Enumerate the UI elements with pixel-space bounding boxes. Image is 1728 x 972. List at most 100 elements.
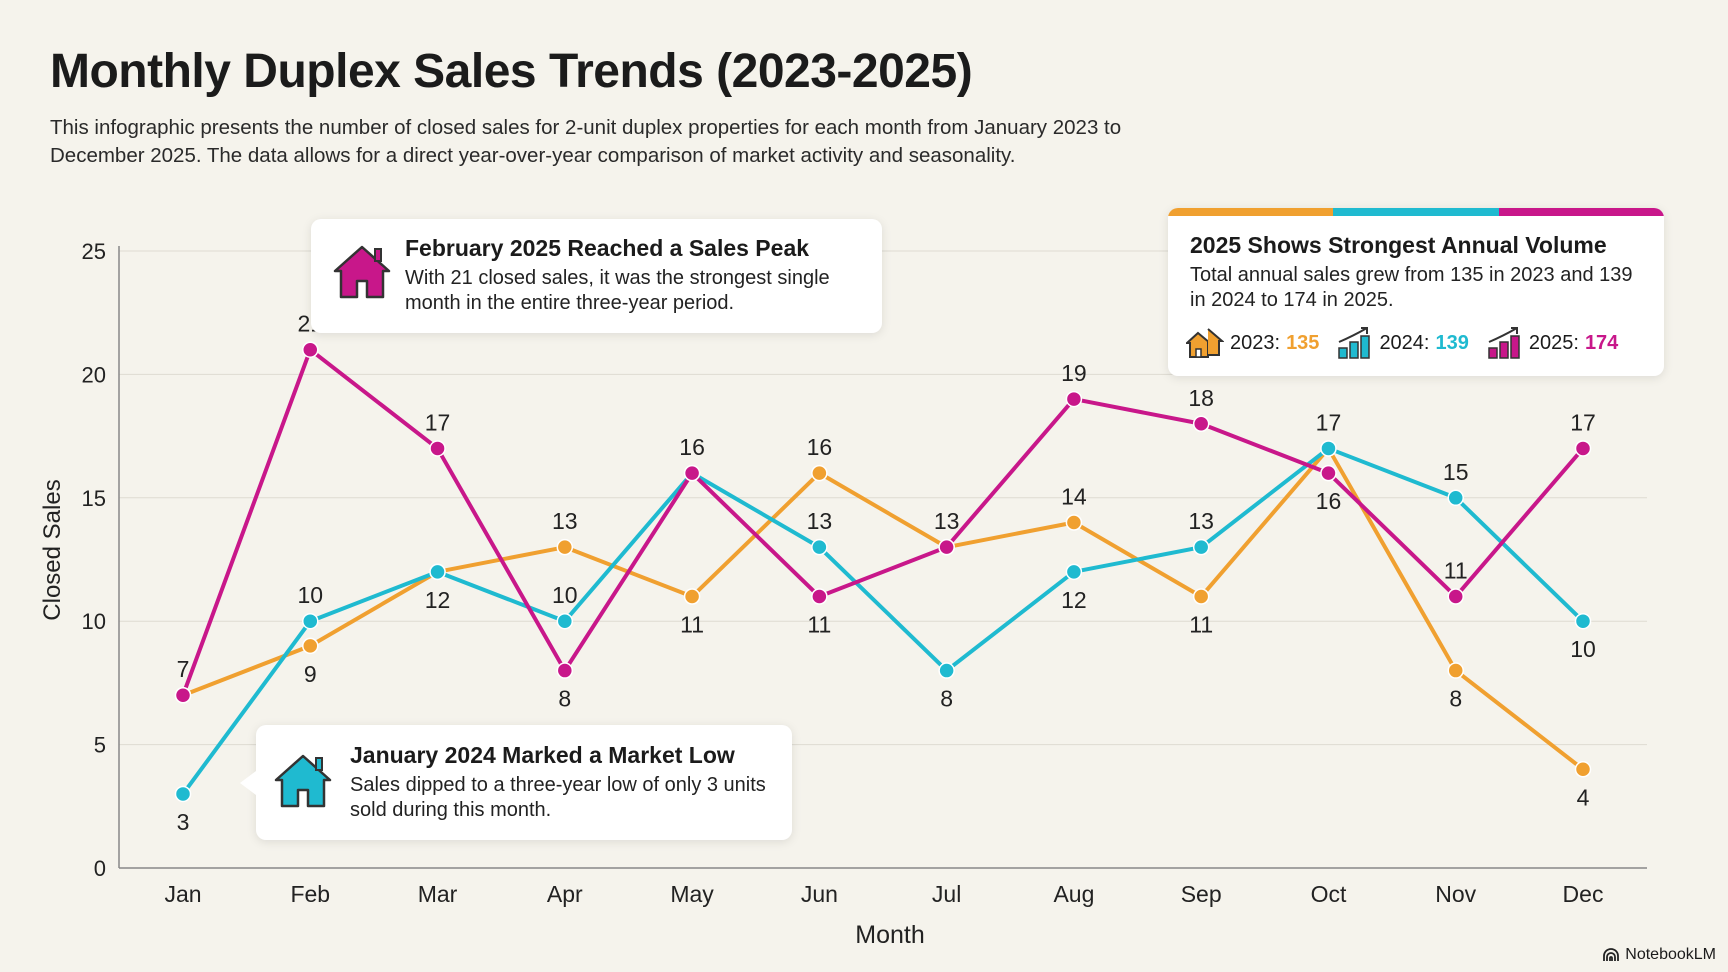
data-label-2025: 11 bbox=[807, 612, 831, 638]
data-point-2025 bbox=[556, 662, 574, 679]
bar-chart-up-icon bbox=[1338, 327, 1371, 359]
x-tick-label: Jan bbox=[164, 881, 201, 907]
total-2024-value: 139 bbox=[1435, 331, 1469, 354]
x-tick-label: Dec bbox=[1563, 881, 1604, 907]
data-point-2023 bbox=[683, 588, 701, 605]
x-tick-label: Aug bbox=[1053, 881, 1094, 907]
data-point-2025 bbox=[1065, 390, 1083, 408]
data-point-2025 bbox=[1447, 588, 1464, 605]
callout-low-body: Sales dipped to a three-year low of only… bbox=[350, 774, 766, 821]
total-2023-label: 2023: bbox=[1230, 331, 1281, 354]
x-tick-label: Jun bbox=[801, 881, 838, 907]
data-point-2023 bbox=[1447, 662, 1464, 679]
data-point-2025 bbox=[938, 538, 955, 556]
callout-annual-volume: 2025 Shows Strongest Annual Volume Total… bbox=[1168, 208, 1664, 376]
data-point-2025 bbox=[1574, 440, 1592, 457]
y-axis-label: Closed Sales bbox=[39, 479, 66, 620]
y-tick-label: 5 bbox=[94, 733, 106, 758]
data-label-2023: 16 bbox=[807, 434, 833, 460]
series-line-2025 bbox=[181, 347, 1585, 696]
total-2024: 2024: 139 bbox=[1337, 326, 1469, 360]
bar-chart-up-icon bbox=[1488, 327, 1520, 359]
data-label-2023: 11 bbox=[680, 612, 704, 638]
data-label-2023: 17 bbox=[1316, 409, 1342, 435]
data-label-2025: 19 bbox=[1061, 360, 1087, 386]
data-point-2024 bbox=[174, 785, 192, 803]
data-label-2024: 10 bbox=[297, 582, 323, 608]
data-label-2023: 14 bbox=[1061, 483, 1087, 509]
y-tick-label: 15 bbox=[82, 486, 106, 511]
data-point-2024 bbox=[1192, 538, 1210, 556]
data-point-2024 bbox=[811, 538, 828, 556]
data-point-2023 bbox=[302, 637, 319, 655]
callout-peak-body: With 21 closed sales, it was the stronge… bbox=[405, 267, 830, 314]
data-label-2025: 16 bbox=[1316, 488, 1342, 514]
data-point-2024 bbox=[1574, 612, 1592, 630]
data-point-2024 bbox=[302, 612, 319, 630]
data-point-2023 bbox=[1192, 588, 1210, 605]
series-line-2024 bbox=[181, 446, 1585, 796]
data-label-2023: 11 bbox=[1189, 612, 1213, 638]
data-point-2025 bbox=[1320, 464, 1337, 482]
data-label-2023: 8 bbox=[1449, 686, 1462, 712]
x-tick-label: Nov bbox=[1435, 881, 1476, 907]
data-label-2023: 4 bbox=[1577, 784, 1590, 810]
data-point-2025 bbox=[811, 588, 828, 605]
callout-peak-title: February 2025 Reached a Sales Peak bbox=[405, 235, 810, 261]
x-tick-label: Jul bbox=[932, 881, 961, 907]
data-label-2023: 12 bbox=[425, 587, 451, 613]
series-lines bbox=[174, 341, 1592, 803]
x-tick-label: Feb bbox=[290, 881, 330, 907]
house-icon bbox=[274, 754, 332, 808]
total-2023: 2023: 135 bbox=[1186, 327, 1319, 359]
data-point-2025 bbox=[1192, 415, 1210, 433]
x-tick-label: Sep bbox=[1181, 881, 1222, 907]
total-2023-value: 135 bbox=[1286, 331, 1320, 354]
data-label-2024: 10 bbox=[1570, 636, 1596, 662]
brand-label: NotebookLM bbox=[1625, 946, 1716, 963]
x-tick-label: Apr bbox=[547, 881, 583, 907]
data-label-2023: 13 bbox=[934, 508, 960, 534]
data-point-2025 bbox=[683, 464, 701, 482]
data-label-2024: 13 bbox=[1188, 508, 1214, 534]
total-2025-label: 2025: bbox=[1528, 331, 1579, 354]
data-point-2024 bbox=[1320, 440, 1337, 457]
data-point-2024 bbox=[938, 662, 955, 679]
data-label-2024: 10 bbox=[552, 582, 578, 608]
data-label-2025: 11 bbox=[1444, 558, 1468, 584]
data-labels: 7912131116131411178431010161381213151021… bbox=[177, 311, 1596, 835]
data-label-2024: 8 bbox=[940, 686, 953, 712]
x-tick-label: Oct bbox=[1311, 881, 1347, 907]
data-point-2023 bbox=[1574, 761, 1592, 778]
x-tick-label: Mar bbox=[418, 881, 458, 907]
houses-icon bbox=[1186, 328, 1224, 358]
data-label-2025: 17 bbox=[1570, 409, 1596, 435]
data-label-2024: 16 bbox=[679, 434, 705, 460]
data-label-2024: 3 bbox=[177, 809, 190, 835]
data-point-2023 bbox=[556, 538, 574, 556]
y-tick-label: 10 bbox=[82, 609, 106, 634]
axes: 0 5 10 15 20 25 Jan Feb Mar Apr May Jun Jul Aug Sep Oct… bbox=[82, 239, 1647, 907]
x-tick-label: May bbox=[670, 881, 714, 907]
notebooklm-logo-icon bbox=[1603, 948, 1620, 961]
data-label-2023: 13 bbox=[552, 508, 578, 534]
data-label-2025: 8 bbox=[558, 686, 571, 712]
data-point-2023 bbox=[811, 464, 828, 482]
callout-low-title: January 2024 Marked a Market Low bbox=[350, 742, 735, 768]
data-label-2024: 13 bbox=[807, 508, 833, 534]
y-tick-label: 20 bbox=[82, 362, 106, 387]
house-icon bbox=[333, 245, 391, 299]
data-point-2024 bbox=[556, 612, 574, 630]
y-tick-label: 25 bbox=[82, 239, 106, 264]
data-label-2023: 9 bbox=[304, 661, 317, 687]
total-2025-value: 174 bbox=[1584, 331, 1619, 354]
data-label-2025: 18 bbox=[1188, 385, 1214, 411]
color-strip bbox=[1168, 208, 1664, 216]
data-point-2025 bbox=[302, 341, 319, 358]
callout-peak: February 2025 Reached a Sales Peak With … bbox=[311, 219, 882, 333]
series-line-2023 bbox=[182, 446, 1585, 771]
annual-totals: 2023: 135 2024: 139 2025: 174 bbox=[1186, 326, 1618, 360]
callout-pointer bbox=[240, 771, 256, 795]
data-label-2024: 15 bbox=[1443, 459, 1469, 485]
data-label-2025: 17 bbox=[425, 409, 451, 435]
